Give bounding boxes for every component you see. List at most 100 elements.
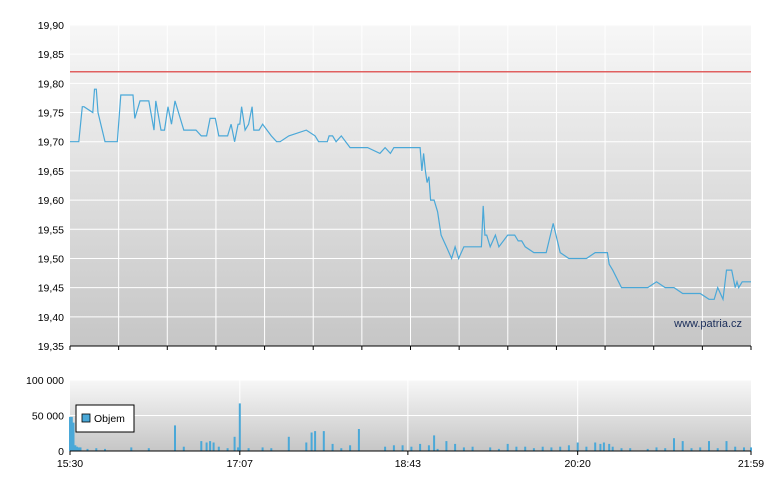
volume-bar xyxy=(70,416,73,451)
volume-x-tick-label: 18:43 xyxy=(395,458,421,470)
volume-bar xyxy=(401,445,404,451)
volume-bar xyxy=(205,442,208,451)
volume-bar xyxy=(433,435,436,451)
volume-bar xyxy=(708,441,710,451)
volume-bar xyxy=(471,446,474,451)
volume-bar xyxy=(594,442,597,451)
volume-y-tick-label: 50 000 xyxy=(32,411,64,423)
volume-bar xyxy=(147,448,150,451)
volume-bar xyxy=(226,448,229,451)
price-y-tick-label: 19,75 xyxy=(38,108,64,120)
volume-bar xyxy=(392,445,395,451)
price-y-axis-ticks: 19,90 19,85 19,80 19,75 19,70 19,65 19,60 19,55… xyxy=(38,20,64,353)
volume-bar xyxy=(655,447,658,451)
volume-y-tick-label: 0 xyxy=(58,446,64,458)
volume-bar xyxy=(233,436,236,451)
volume-bar xyxy=(436,448,439,451)
price-y-tick-label: 19,40 xyxy=(38,312,64,324)
volume-bar xyxy=(174,425,176,451)
volume-bar xyxy=(716,448,719,451)
volume-bar xyxy=(524,446,527,451)
volume-bar xyxy=(576,442,579,451)
volume-bar xyxy=(690,448,693,451)
volume-bar xyxy=(497,448,500,451)
price-panel: 19,90 19,85 19,80 19,75 19,70 19,65 19,60 19,55… xyxy=(38,20,752,353)
volume-y-axis-ticks: 100 000 50 000 0 xyxy=(26,375,64,458)
volume-bar xyxy=(217,446,220,451)
volume-bar xyxy=(200,441,203,451)
volume-bar xyxy=(238,403,241,451)
volume-bar xyxy=(270,448,273,451)
price-y-tick-label: 19,85 xyxy=(38,49,64,61)
price-y-tick-label: 19,90 xyxy=(38,20,64,32)
volume-bar xyxy=(76,446,78,451)
volume-bar xyxy=(331,443,334,451)
volume-bar xyxy=(77,447,80,451)
price-series-line xyxy=(70,88,751,302)
volume-bar xyxy=(681,441,684,451)
volume-bar xyxy=(673,438,675,451)
volume-bar xyxy=(287,436,290,451)
volume-x-axis-ticks: 15:30 17:07 18:43 20:20 21:59 xyxy=(57,451,764,470)
volume-bar xyxy=(620,448,623,451)
volume-bar xyxy=(310,432,313,451)
volume-bar xyxy=(79,447,82,451)
price-x-axis-ticks xyxy=(69,346,752,350)
volume-bar xyxy=(72,422,75,451)
volume-bar xyxy=(419,443,422,451)
volume-bar xyxy=(384,446,387,451)
volume-bar xyxy=(541,446,544,451)
price-y-tick-label: 19,70 xyxy=(38,137,64,149)
volume-bar xyxy=(209,441,212,451)
volume-bar xyxy=(349,445,352,451)
volume-bar xyxy=(445,441,448,451)
volume-bar xyxy=(506,443,509,451)
volume-bar xyxy=(699,447,702,451)
volume-bar xyxy=(427,445,430,451)
legend-label-objem: Objem xyxy=(94,413,125,425)
volume-bar xyxy=(743,447,745,451)
volume-bar xyxy=(734,446,737,451)
volume-bar xyxy=(489,447,492,451)
volume-bar xyxy=(462,447,465,451)
volume-bar xyxy=(585,446,588,451)
price-y-tick-label: 19,65 xyxy=(38,166,64,178)
watermark-text: www.patria.cz xyxy=(673,318,742,330)
volume-bar xyxy=(212,442,215,451)
volume-bar xyxy=(104,448,106,451)
volume-bar xyxy=(629,448,632,451)
volume-bar xyxy=(567,445,570,451)
volume-bar xyxy=(602,442,605,451)
volume-y-tick-label: 100 000 xyxy=(26,375,64,387)
volume-bar xyxy=(725,441,728,451)
price-y-tick-label: 19,45 xyxy=(38,283,64,295)
volume-x-tick-label: 15:30 xyxy=(57,458,83,470)
price-y-tick-label: 19,35 xyxy=(38,341,64,353)
price-y-tick-label: 19,80 xyxy=(38,78,64,90)
volume-bar xyxy=(237,447,240,451)
volume-bar xyxy=(130,447,133,451)
volume-bar xyxy=(410,446,413,451)
legend-swatch-objem xyxy=(81,413,91,423)
volume-bar xyxy=(314,431,317,451)
volume-bar xyxy=(182,446,185,451)
volume-x-tick-label: 17:07 xyxy=(227,458,253,470)
volume-bar xyxy=(261,447,264,451)
volume-bar xyxy=(322,431,325,451)
volume-bar xyxy=(608,443,611,451)
volume-bar xyxy=(247,448,250,451)
volume-bar xyxy=(664,448,667,451)
price-gridlines xyxy=(70,24,751,347)
volume-bar xyxy=(454,443,457,451)
volume-bar xyxy=(340,448,343,451)
volume-bar xyxy=(646,448,649,451)
volume-x-tick-label: 21:59 xyxy=(738,458,764,470)
volume-bar xyxy=(550,447,553,451)
volume-bar xyxy=(69,416,71,451)
volume-panel: 100 000 50 000 0 15:30 17:07 18:43 20:20 21:59… xyxy=(26,375,764,470)
volume-bar xyxy=(305,442,308,451)
volume-bars xyxy=(69,403,752,451)
price-y-tick-label: 19,55 xyxy=(38,224,64,236)
volume-bar xyxy=(515,446,518,451)
